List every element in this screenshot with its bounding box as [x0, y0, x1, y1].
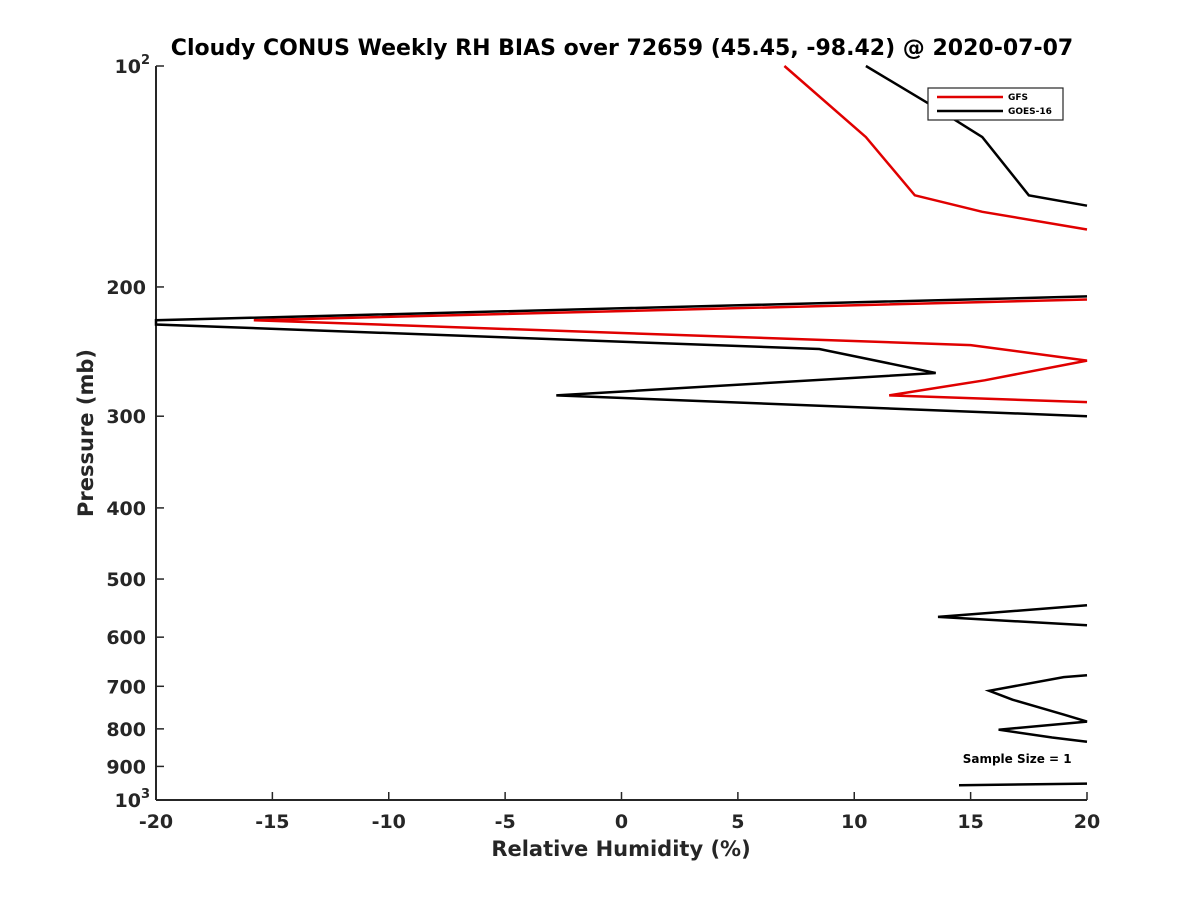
sample-size-annotation: Sample Size = 1 [963, 752, 1072, 766]
y-tick-label: 300 [106, 406, 146, 428]
chart-title: Cloudy CONUS Weekly RH BIAS over 72659 (… [171, 36, 1073, 61]
annotations: Sample Size = 1 [963, 752, 1072, 766]
series-line-gfs [783, 65, 1088, 231]
x-tick-label: 15 [957, 811, 983, 833]
y-tick-label: 800 [106, 719, 146, 741]
y-axis-ticks: 102 200 300 400 500 600 700 800 900 103 [106, 53, 164, 812]
series-line-goes-16 [865, 64, 1088, 207]
y-tick-label: 600 [106, 627, 146, 649]
x-axis-label: Relative Humidity (%) [491, 837, 750, 861]
legend-label: GOES-16 [1008, 107, 1052, 117]
series-line-goes-16 [937, 604, 1088, 627]
plot-area: -20 -15 -10 -5 0 5 10 15 20 102 200 300 400 500 600 70… [106, 53, 1100, 833]
y-tick-label: 500 [106, 569, 146, 591]
legend: GFS GOES-16 [927, 87, 1064, 121]
series-line-gfs [253, 298, 1088, 404]
x-tick-label: -20 [139, 811, 173, 833]
y-tick-label: 200 [106, 277, 146, 299]
series-line-goes-16 [154, 295, 1088, 418]
y-tick-label: 103 [115, 787, 151, 812]
y-tick-label: 900 [106, 756, 146, 778]
x-axis-ticks: -20 -15 -10 -5 0 5 10 15 20 [139, 792, 1100, 833]
series-line-goes-16 [958, 782, 1088, 787]
legend-box [927, 87, 1064, 121]
legend-label: GFS [1008, 93, 1028, 103]
x-tick-label: -5 [495, 811, 516, 833]
y-tick-label: 700 [106, 676, 146, 698]
y-axis-label: Pressure (mb) [74, 349, 98, 517]
y-tick-label: 102 [115, 53, 151, 78]
x-tick-label: 0 [615, 811, 628, 833]
x-tick-label: 20 [1074, 811, 1100, 833]
x-tick-label: 5 [731, 811, 744, 833]
x-tick-label: 10 [841, 811, 867, 833]
x-tick-label: -15 [255, 811, 289, 833]
y-tick-label: 400 [106, 498, 146, 520]
series-lines [154, 64, 1088, 787]
series-line-goes-16 [984, 673, 1088, 744]
x-tick-label: -10 [372, 811, 406, 833]
